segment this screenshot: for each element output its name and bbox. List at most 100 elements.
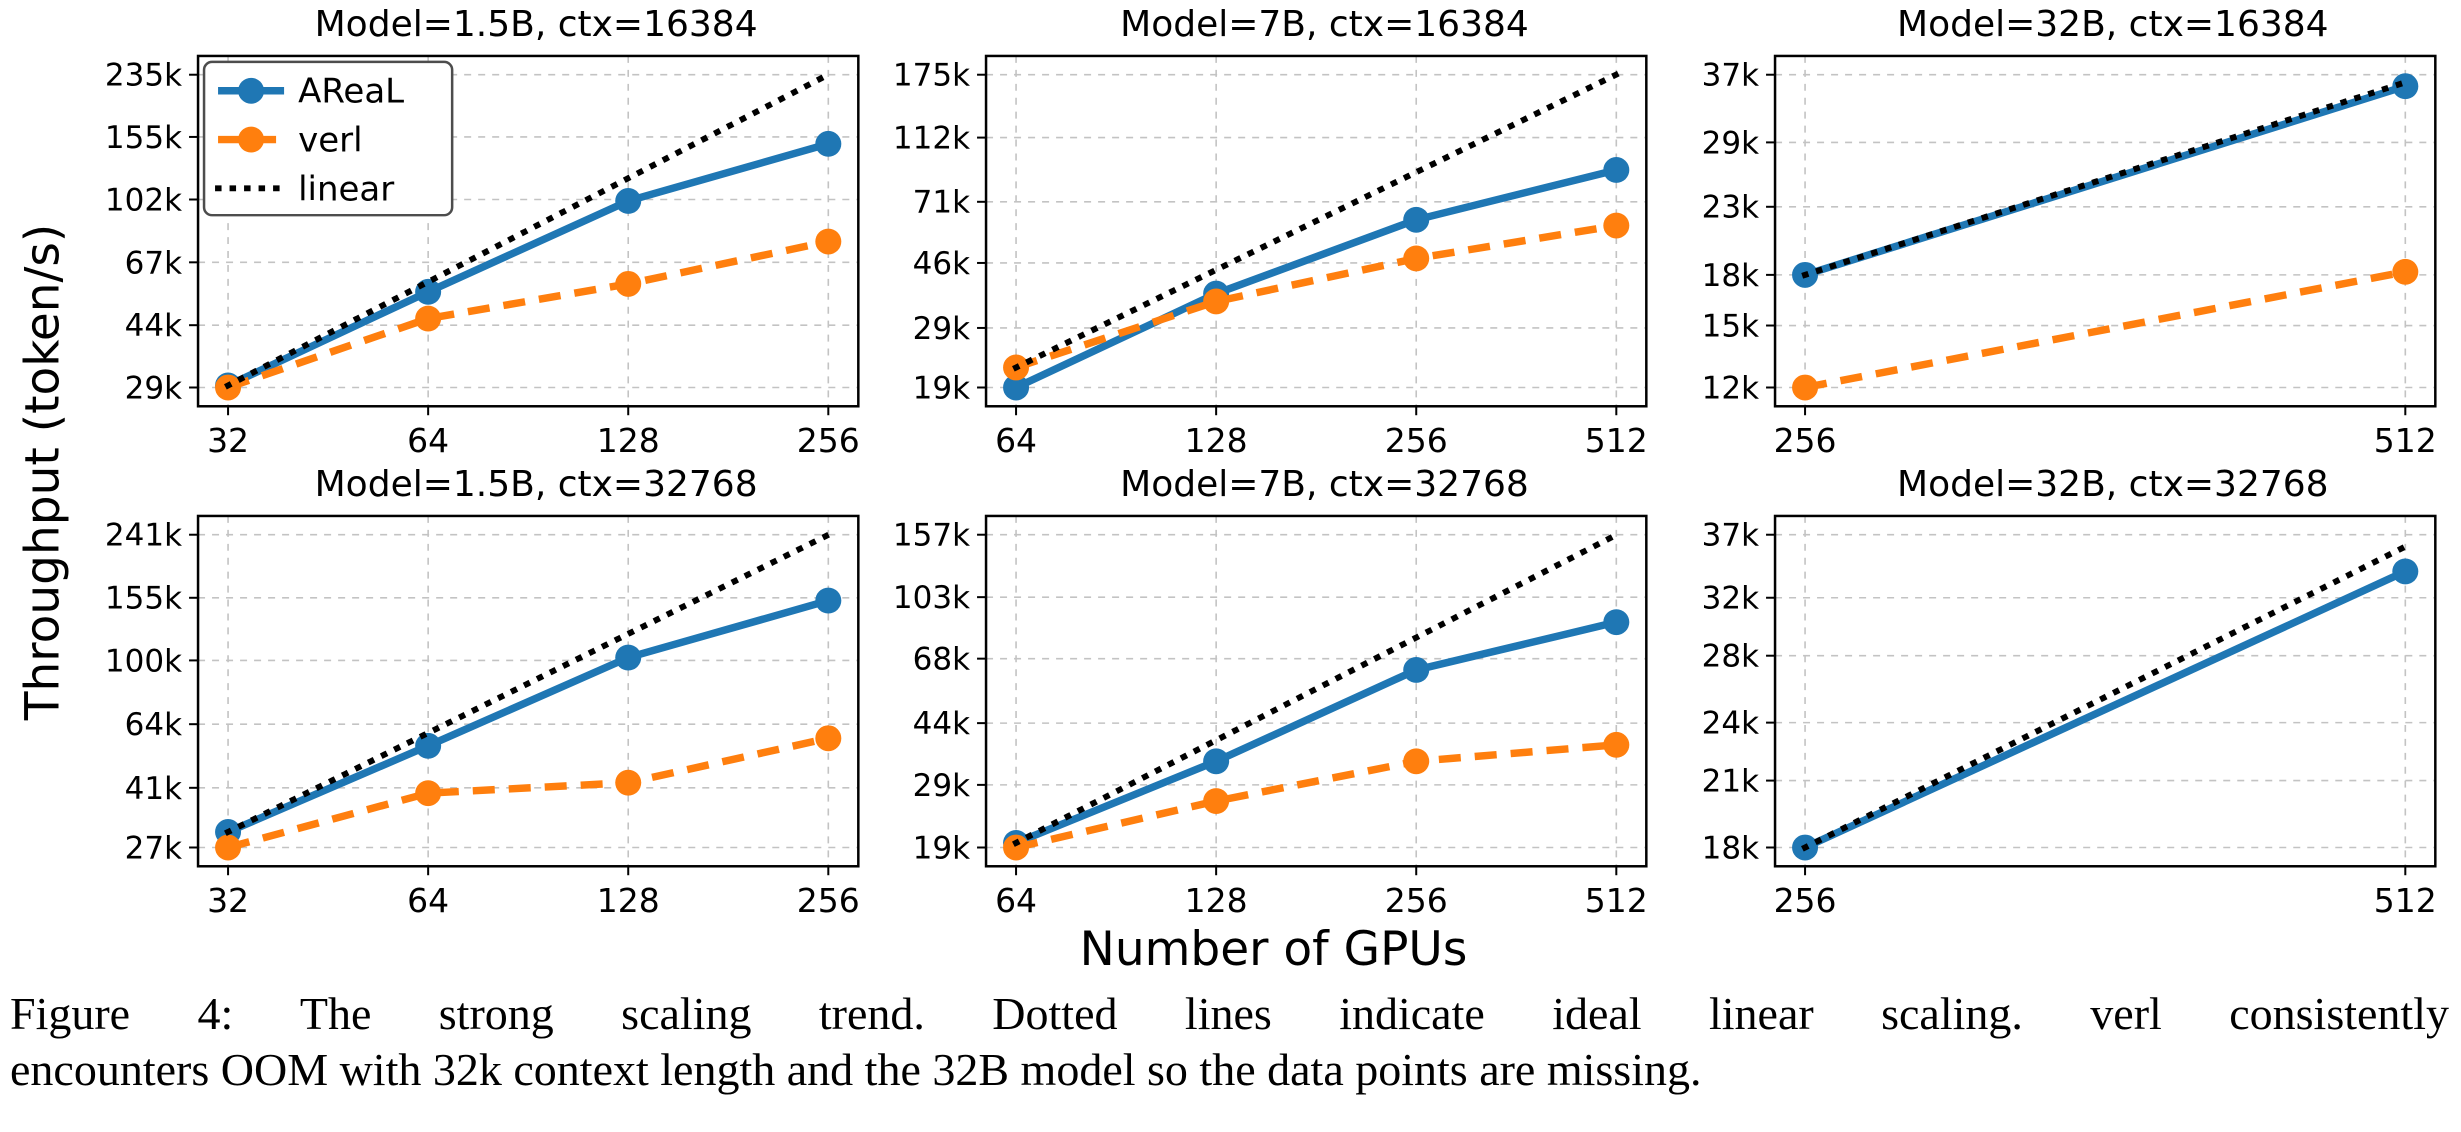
y-tick-label: 15k <box>1701 309 1758 345</box>
series-line <box>1804 268 2406 392</box>
y-tick-label: 18k <box>1701 831 1758 867</box>
subplot-title: Model=1.5B, ctx=32768 <box>314 464 758 505</box>
subplot-title: Model=32B, ctx=16384 <box>1897 4 2329 45</box>
data-point-marker <box>1203 748 1230 775</box>
data-point-marker <box>615 188 642 214</box>
series-linear <box>224 530 833 836</box>
series-linear <box>1012 70 1621 372</box>
data-point-marker <box>415 305 442 332</box>
y-tick-label: 241k <box>105 518 182 554</box>
series-line <box>1012 530 1621 847</box>
data-point-marker <box>1791 374 1818 401</box>
legend-label: AReaL <box>298 72 404 111</box>
series-line <box>1014 618 1618 847</box>
series-line <box>1015 741 1617 852</box>
caption-line-2: encounters OOM with 32k context length a… <box>10 1044 1702 1096</box>
axes-frame <box>196 514 860 868</box>
tick-labels: 19k 29k 44k 68k 103k 157k 64 128 256 512 <box>893 518 1648 920</box>
gridlines <box>986 55 1647 407</box>
y-axis-label: Throughput (token/s) <box>15 223 71 721</box>
y-tick-label: 44k <box>913 706 970 742</box>
legend-label: verl <box>298 121 362 160</box>
y-tick-label: 71k <box>913 185 970 221</box>
data-point-marker <box>2391 73 2418 100</box>
subplot-1-5b-ctx16384: Model=1.5B, ctx=16384 29k 44k 67k 102k 155k 2… <box>86 4 874 464</box>
data-point-marker <box>2391 558 2418 585</box>
y-tick-label: 46k <box>913 246 970 282</box>
y-tick-label: 155k <box>105 581 182 617</box>
x-tick-label: 32 <box>207 881 249 920</box>
legend: AReaL verl linear <box>202 60 454 217</box>
series-linear <box>224 70 833 390</box>
y-tick-label: 112k <box>893 121 970 157</box>
data-point-marker <box>1403 245 1430 272</box>
line-chart-canvas: 18k 21k 24k 28k 32k 37k 256 512 <box>1701 514 2437 920</box>
line-chart-canvas: 27k 41k 64k 100k 155k 241k 32 64 128 256 <box>105 514 860 920</box>
data-point-marker <box>415 732 442 759</box>
series-line <box>227 734 830 852</box>
subplot-title: Model=7B, ctx=16384 <box>1120 4 1529 45</box>
x-tick-label: 64 <box>407 421 449 460</box>
x-tick-label: 256 <box>797 421 860 460</box>
gridlines <box>986 515 1647 867</box>
x-tick-label: 256 <box>1385 421 1448 460</box>
gridlines <box>1774 55 2435 407</box>
y-tick-label: 102k <box>105 183 182 219</box>
series-line <box>226 140 830 389</box>
data-point-marker <box>415 278 442 305</box>
gridlines <box>198 515 859 867</box>
data-point-marker <box>1603 157 1630 183</box>
y-tick-label: 32k <box>1701 581 1758 617</box>
x-tick-label: 256 <box>797 881 860 920</box>
data-point-marker <box>1003 374 1030 401</box>
data-point-marker <box>1403 748 1430 775</box>
series-verl <box>1791 258 2418 401</box>
data-point-marker <box>1003 834 1030 861</box>
x-tick-label: 128 <box>1185 421 1248 460</box>
subplot-1-5b-ctx32768: Model=1.5B, ctx=32768 27k 41k 64k 100k 155k 2… <box>86 464 874 924</box>
series-line <box>226 596 830 836</box>
x-tick-label: 256 <box>1385 881 1448 920</box>
axes-frame <box>985 514 1648 868</box>
tick-labels: 12k 15k 18k 23k 29k 37k 256 512 <box>1701 58 2436 460</box>
x-axis-label: Number of GPUs <box>1079 922 1468 977</box>
line-chart-canvas: 19k 29k 44k 68k 103k 157k 64 128 256 512 <box>893 514 1648 920</box>
data-point-marker <box>815 130 842 157</box>
y-tick-label: 37k <box>1701 58 1758 94</box>
series-line <box>1800 78 2409 279</box>
y-tick-label: 23k <box>1701 190 1758 226</box>
x-tick-label: 256 <box>1773 421 1836 460</box>
y-tick-label: 24k <box>1701 706 1758 742</box>
data-point-marker <box>615 644 642 671</box>
series-line <box>226 237 830 392</box>
series-linear <box>1800 542 2409 852</box>
axes-frame <box>1773 514 2437 868</box>
y-tick-label: 235k <box>105 58 182 94</box>
x-tick-label: 32 <box>207 421 249 460</box>
x-tick-label: 512 <box>2373 421 2436 460</box>
series-verl <box>215 725 842 861</box>
y-tick-label: 27k <box>125 831 182 867</box>
data-point-marker <box>1403 206 1430 233</box>
legend-sample-marker <box>238 126 265 153</box>
legend-label: linear <box>298 169 394 208</box>
series-line <box>224 70 833 390</box>
series-verl <box>1003 731 1630 861</box>
y-tick-label: 64k <box>125 707 182 743</box>
caption-line-1: Figure 4: The strong scaling trend. Dott… <box>10 988 2449 1039</box>
x-tick-label: 512 <box>1585 881 1648 920</box>
y-tick-label: 157k <box>893 518 970 554</box>
series-linear <box>1800 78 2409 279</box>
series-areal <box>215 130 842 399</box>
subplot-32b-ctx16384: Model=32B, ctx=16384 12k 15k 18k 23k 29k 37k 2… <box>1663 4 2451 464</box>
y-tick-label: 28k <box>1701 639 1758 675</box>
y-tick-label: 29k <box>913 768 970 804</box>
data-point-marker <box>1603 212 1630 239</box>
figure-caption: Figure 4: The strong scaling trend. Dott… <box>0 980 2461 1098</box>
subplot-grid: Model=1.5B, ctx=16384 29k 44k 67k 102k 155k 2… <box>86 4 2461 924</box>
data-point-marker <box>815 725 842 752</box>
y-tick-label: 37k <box>1701 518 1758 554</box>
subplot-7b-ctx32768: Model=7B, ctx=32768 19k 29k 44k 68k 103k 157k… <box>874 464 1662 924</box>
y-tick-label: 103k <box>893 580 970 616</box>
x-tick-label: 512 <box>2373 881 2436 920</box>
